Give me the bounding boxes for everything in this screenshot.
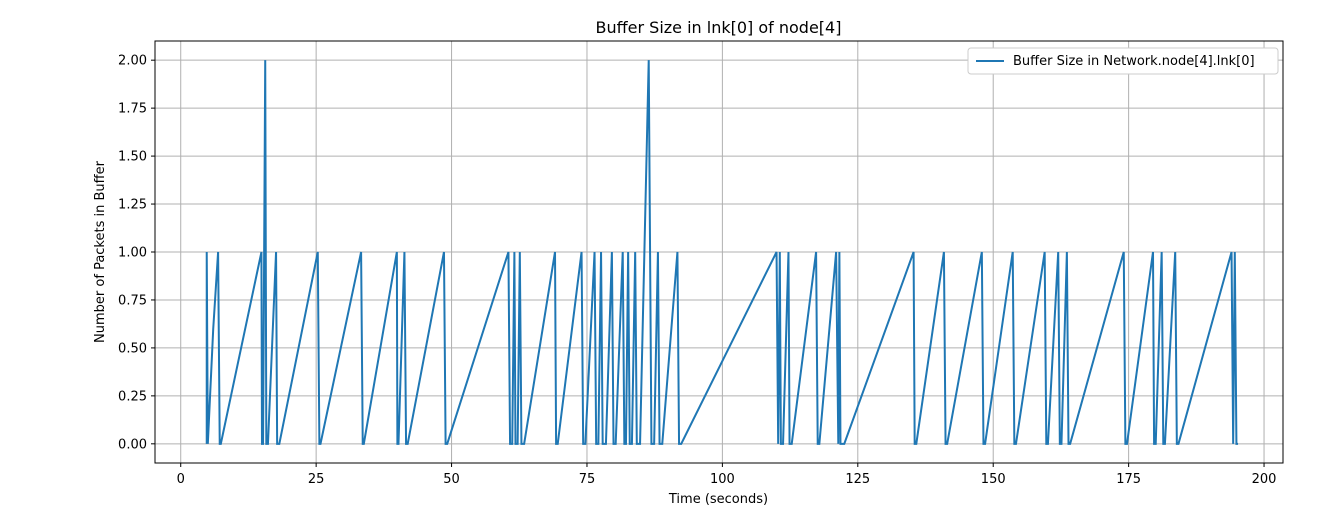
x-tick-label: 75 — [579, 472, 596, 487]
x-tick-label: 50 — [443, 472, 460, 487]
y-tick-label: 1.75 — [118, 102, 147, 117]
y-tick-label: 0.50 — [118, 341, 147, 356]
x-tick-label: 125 — [845, 472, 870, 487]
y-axis-label: Number of Packets in Buffer — [93, 160, 108, 343]
x-axis-label: Time (seconds) — [668, 492, 768, 507]
y-tick-label: 1.50 — [118, 150, 147, 165]
y-tick-label: 1.00 — [118, 246, 147, 261]
grid-lines — [155, 41, 1283, 463]
y-tick-label: 0.25 — [118, 389, 147, 404]
y-tick-label: 1.25 — [118, 198, 147, 213]
x-axis-ticks: 0 25 50 75 100 125 150 175 200 — [177, 463, 1277, 487]
y-tick-label: 0.00 — [118, 437, 147, 452]
y-tick-label: 2.00 — [118, 54, 147, 69]
x-tick-label: 175 — [1116, 472, 1141, 487]
y-tick-label: 0.75 — [118, 293, 147, 308]
legend-entry-label: Buffer Size in Network.node[4].lnk[0] — [1013, 54, 1255, 69]
x-tick-label: 200 — [1252, 472, 1277, 487]
chart-title: Buffer Size in lnk[0] of node[4] — [596, 18, 842, 37]
x-tick-label: 150 — [981, 472, 1006, 487]
x-tick-label: 25 — [308, 472, 325, 487]
legend-box — [967, 47, 1279, 75]
y-axis-ticks: 0.00 0.25 0.50 0.75 1.00 1.25 1.50 1.75 2.00 — [118, 54, 155, 452]
series-line-buffer-size — [205, 60, 1239, 445]
x-tick-label: 0 — [177, 472, 185, 487]
legend: Buffer Size in Network.node[4].lnk[0] — [967, 47, 1279, 75]
series-layer — [205, 60, 1239, 445]
x-tick-label: 100 — [710, 472, 735, 487]
